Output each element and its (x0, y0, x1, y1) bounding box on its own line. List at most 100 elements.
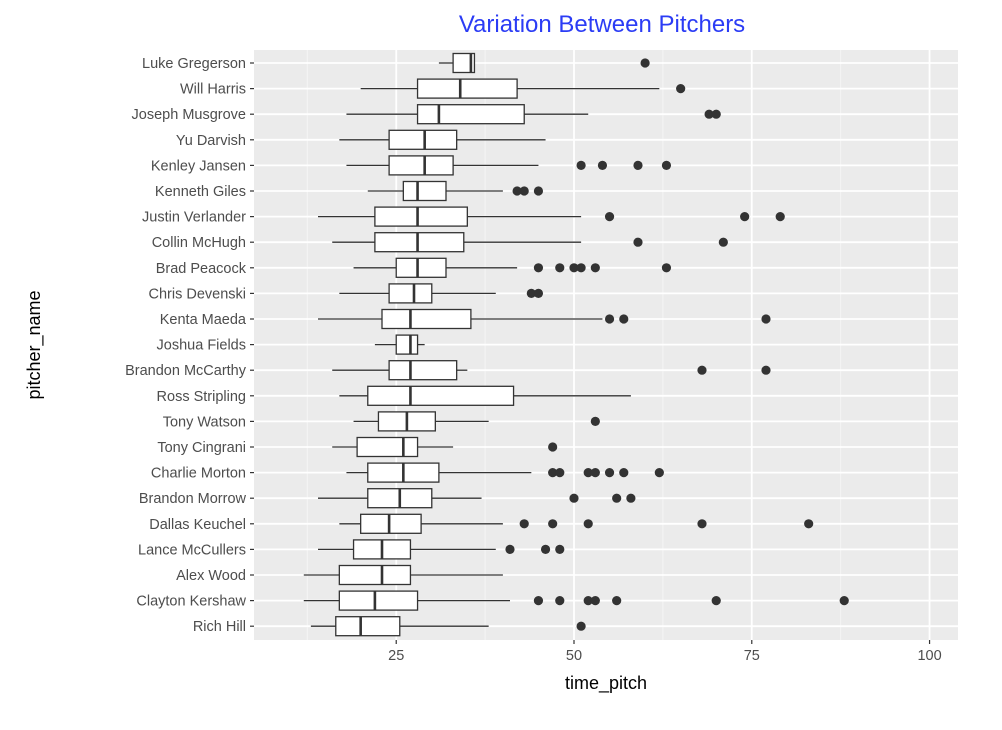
pitcher-box-group (332, 360, 771, 381)
y-tick-label: Charlie Morton (151, 466, 246, 482)
outlier-point (569, 493, 579, 503)
pitcher-box-group (318, 488, 636, 509)
outlier-point (555, 596, 565, 606)
outlier-point (612, 493, 622, 503)
outlier-point (548, 519, 558, 529)
outlier-point (590, 468, 600, 478)
pitcher-box-group (310, 616, 586, 637)
outlier-point (505, 544, 515, 555)
iqr-box (338, 564, 412, 586)
pitcher-box-group (367, 180, 544, 202)
y-tick-label: Clayton Kershaw (136, 594, 246, 610)
pitcher-box-group (353, 411, 600, 432)
y-tick-label: Kenneth Giles (155, 184, 246, 200)
iqr-box (381, 308, 472, 330)
iqr-box (395, 257, 447, 278)
x-tick-label: 100 (917, 648, 941, 664)
outlier-point (540, 544, 551, 555)
pitcher-box-group (438, 52, 650, 74)
outlier-point (555, 544, 565, 555)
outlier-point (711, 596, 721, 606)
y-tick-label: Chris Devenski (149, 286, 247, 302)
y-tick-label: Ross Stripling (157, 389, 246, 405)
outlier-point (761, 365, 771, 375)
outlier-point (576, 263, 586, 273)
outlier-point (804, 519, 814, 529)
x-tick-label: 25 (388, 648, 404, 664)
iqr-box (374, 232, 465, 253)
pitcher-box-group (303, 564, 503, 586)
outlier-point (619, 468, 629, 478)
outlier-point (633, 160, 643, 170)
iqr-box (338, 590, 419, 611)
outlier-point (619, 314, 629, 324)
outlier-point (548, 468, 558, 478)
outlier-point (661, 160, 672, 170)
y-axis: Luke Gregerson Will Harris Joseph Musgrove… (125, 56, 254, 635)
y-tick-label: Kenta Maeda (160, 312, 247, 328)
outlier-point (633, 237, 643, 247)
pitcher-box-group (332, 232, 728, 253)
outlier-point (626, 493, 636, 503)
pitcher-box-group (374, 334, 425, 355)
outlier-point (548, 442, 558, 452)
y-tick-label: Joshua Fields (157, 338, 246, 354)
y-tick-label: Dallas Keuchel (149, 517, 246, 533)
outlier-point (775, 212, 785, 222)
outlier-point (697, 365, 707, 375)
iqr-box (388, 155, 454, 176)
y-tick-label: Brandon Morrow (139, 491, 247, 507)
iqr-box (416, 104, 525, 125)
iqr-box (360, 513, 422, 534)
y-tick-label: Alex Wood (176, 568, 246, 584)
y-tick-label: Brandon McCarthy (125, 363, 247, 379)
iqr-box (395, 334, 419, 355)
outlier-point (583, 468, 593, 478)
outlier-point (711, 109, 721, 119)
outlier-point (704, 109, 714, 119)
iqr-box (367, 385, 515, 406)
pitcher-box-group (318, 206, 785, 227)
y-tick-label: Justin Verlander (142, 210, 246, 226)
y-tick-label: Yu Darvish (176, 133, 246, 149)
pitcher-box-group (332, 436, 558, 458)
iqr-box (374, 206, 468, 227)
outlier-point (576, 621, 586, 631)
outlier-point (604, 314, 615, 324)
outlier-point (590, 416, 600, 426)
y-tick-label: Collin McHugh (152, 235, 246, 251)
outlier-point (839, 596, 849, 606)
iqr-box (388, 129, 458, 150)
outlier-point (533, 596, 544, 606)
iqr-box (388, 360, 458, 381)
pitcher-box-group (303, 590, 849, 611)
outlier-point (697, 519, 707, 529)
outlier-point (604, 212, 615, 222)
outlier-point (512, 186, 522, 196)
iqr-box (356, 436, 419, 458)
pitcher-box-group (318, 539, 565, 560)
outlier-point (740, 212, 750, 222)
x-tick-label: 50 (566, 648, 582, 664)
x-tick-label: 75 (744, 648, 760, 664)
y-tick-label: Tony Watson (163, 414, 246, 430)
chart-title: Variation Between Pitchers (459, 11, 745, 38)
y-tick-label: Kenley Jansen (151, 158, 246, 174)
y-tick-label: Tony Cingrani (157, 440, 246, 456)
outlier-point (604, 468, 615, 478)
iqr-box (335, 616, 401, 637)
outlier-point (654, 468, 664, 478)
pitcher-box-group (339, 385, 631, 406)
x-axis: 25 50 75 100 (388, 640, 942, 664)
outlier-point (555, 468, 565, 478)
pitcher-box-group (339, 513, 814, 534)
boxes-layer (303, 52, 849, 637)
outlier-point (533, 263, 544, 273)
outlier-point (718, 237, 728, 247)
outlier-point (526, 288, 536, 298)
outlier-point (612, 596, 622, 606)
y-tick-label: Luke Gregerson (142, 56, 246, 72)
outlier-point (533, 288, 544, 298)
pitcher-box-group (346, 462, 664, 483)
